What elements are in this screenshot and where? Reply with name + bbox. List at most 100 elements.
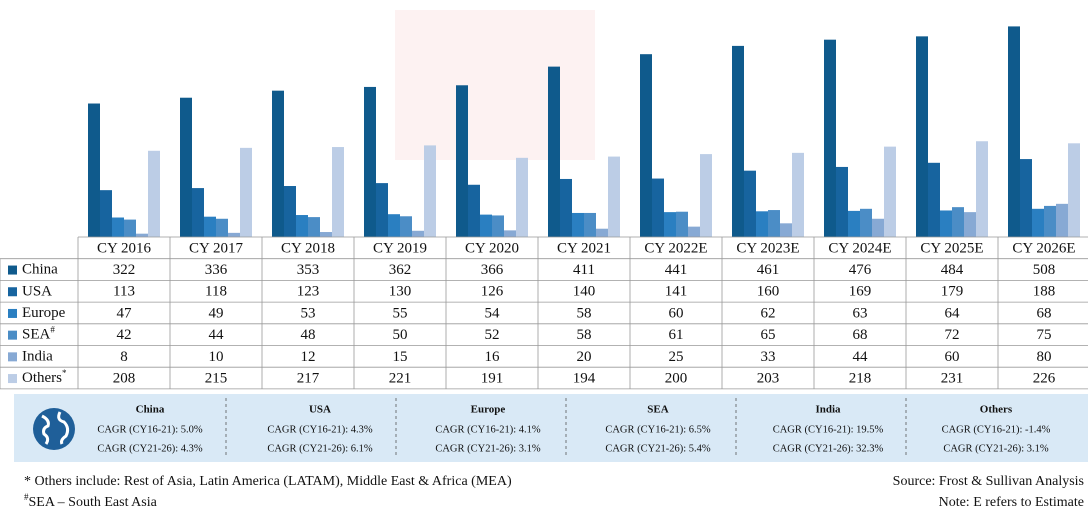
table-cell: 160 [757,284,780,300]
bar [296,215,308,237]
legend-entry: USA [22,284,52,300]
table-cell: 47 [117,305,133,321]
column-header: CY 2017 [189,240,244,256]
bar [584,212,596,237]
bar [664,212,676,237]
bar [1020,159,1032,237]
table-cell: 179 [941,284,964,300]
footnote-others: * Others include: Rest of Asia, Latin Am… [24,474,512,489]
bar [400,216,412,237]
table-cell: 75 [1037,327,1052,343]
table-cell: 203 [757,370,780,386]
bar [940,210,952,237]
cagr-line: CAGR (CY21-26): 6.1% [267,443,373,454]
cagr-line: CAGR (CY21-26): 3.1% [943,443,1049,454]
legend-entry: India [22,349,53,365]
table-cell: 50 [393,327,408,343]
legend-entry: Others* [22,368,67,386]
bar [560,178,572,237]
bar [872,218,884,237]
bar [860,208,872,237]
table-cell: 194 [573,370,596,386]
table-cell: 48 [301,327,316,343]
table-cell: 60 [669,305,684,321]
bar [964,212,976,237]
table-cell: 44 [209,327,225,343]
table-cell: 476 [849,262,872,278]
bar [148,150,160,237]
table-cell: 411 [573,262,595,278]
legend-name: SEA [22,327,51,343]
table-cell: 140 [573,284,596,300]
table-cell: 20 [577,349,592,365]
bar [112,217,124,237]
table-cell: 58 [577,327,592,343]
table-cell: 188 [1033,284,1056,300]
table-cell: 217 [297,370,320,386]
cagr-line: CAGR (CY21-26): 32.3% [773,443,884,454]
table-cell: 10 [209,349,224,365]
column-header: CY 2021 [557,240,611,256]
bar [1056,203,1068,237]
table-cell: 215 [205,370,228,386]
table-cell: 58 [577,305,592,321]
table-cell: 226 [1033,370,1056,386]
bar [700,154,712,237]
bar [124,219,136,237]
bar [216,218,228,237]
bar [376,183,388,237]
legend-marker: * [62,368,67,378]
bar [848,210,860,237]
note: Note: E refers to Estimate [939,495,1084,510]
sea-marker: # [24,492,29,502]
legend-swatch [8,374,17,384]
bar [388,214,400,237]
table-cell: 336 [205,262,228,278]
bar [284,186,296,237]
bar [952,207,964,237]
bar [100,190,112,237]
bar [596,228,608,237]
table-cell: 60 [945,349,960,365]
cagr-line: CAGR (CY21-26): 3.1% [435,443,541,454]
table-cell: 80 [1037,349,1052,365]
bar [308,217,320,237]
column-header: CY 2025E [920,240,983,256]
table-cell: 61 [669,327,684,343]
cagr-line: CAGR (CY16-21): 5.0% [97,424,203,435]
table-cell: 42 [117,327,132,343]
table-cell: 484 [941,262,964,278]
legend-swatch [8,330,17,340]
cagr-line: CAGR (CY16-21): 4.1% [435,424,541,435]
table-cell: 63 [853,305,868,321]
cagr-region: Europe [471,404,506,416]
cagr-line: CAGR (CY16-21): -1.4% [942,424,1051,435]
legend-swatch [8,265,17,275]
bar [548,66,560,237]
table-cell: 169 [849,284,872,300]
table-cell: 49 [209,305,224,321]
table-cell: 118 [205,284,227,300]
legend-entry: SEA# [22,325,55,343]
table-cell: 64 [945,305,961,321]
cagr-line: CAGR (CY16-21): 6.5% [605,424,711,435]
bar [180,97,192,237]
table-cell: 113 [113,284,135,300]
column-header: CY 2026E [1012,240,1075,256]
table-cell: 231 [941,370,964,386]
legend-entry: Europe [22,305,66,321]
bar [884,146,896,237]
bar [652,178,664,237]
cagr-panel [14,394,1088,462]
legend-name: Others [22,370,62,386]
cagr-line: CAGR (CY16-21): 19.5% [773,424,884,435]
bar [192,188,204,237]
table-cell: 16 [485,349,501,365]
cagr-line: CAGR (CY16-21): 4.3% [267,424,373,435]
table-cell: 141 [665,284,688,300]
cagr-line: CAGR (CY21-26): 5.4% [605,443,711,454]
table-cell: 366 [481,262,504,278]
table-cell: 68 [853,327,868,343]
bar [608,156,620,237]
